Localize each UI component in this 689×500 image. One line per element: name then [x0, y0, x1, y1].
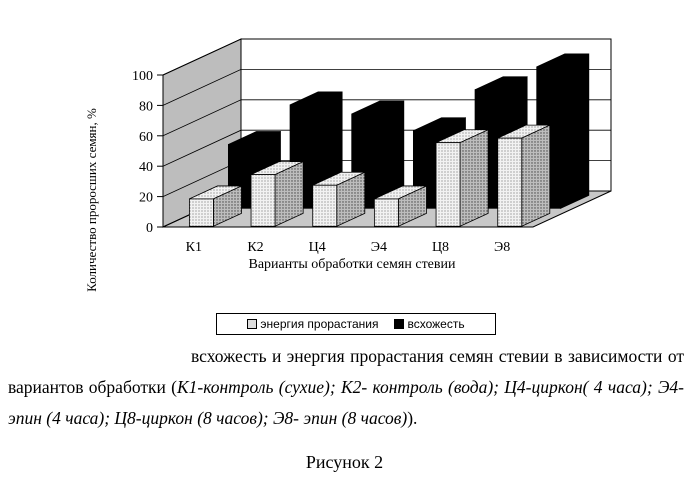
- bar-germination-Э8-side: [561, 54, 589, 208]
- y-tick-label: 100: [132, 69, 153, 84]
- y-tick-label: 40: [139, 160, 153, 175]
- bar-chart-3d: 0 20 40 60 80 100 К1 К2 Ц4 Э4 Ц8 Э8 Варианты обработ…: [0, 0, 689, 345]
- figure-caption: всхожесть и энергия прорастания семян ст…: [8, 341, 684, 434]
- y-tick-label: 60: [139, 130, 153, 145]
- bar-energy-К2: [251, 175, 275, 227]
- x-tick-label: Ц4: [309, 240, 326, 255]
- legend-label-germination: всхожесть: [407, 317, 464, 331]
- bar-energy-Э8: [498, 138, 522, 226]
- x-tick-label: К2: [247, 240, 263, 255]
- x-tick-label: Ц8: [432, 240, 449, 255]
- bar-energy-Э8-side: [522, 125, 550, 226]
- figure-label: Рисунок 2: [0, 452, 689, 473]
- bar-energy-Ц4: [313, 185, 337, 226]
- legend-label-energy: энергия прорастания: [260, 317, 378, 331]
- caption-close: ).: [407, 408, 417, 428]
- bar-energy-Ц8-side: [460, 130, 488, 227]
- legend-swatch-germination: [394, 319, 404, 329]
- x-tick-label: К1: [186, 240, 202, 255]
- legend-swatch-energy: [247, 319, 257, 329]
- bar-energy-Э4: [374, 199, 398, 226]
- y-axis-label: Количество проросших семян, %: [84, 108, 99, 292]
- bar-energy-Ц8: [436, 143, 460, 227]
- x-axis-label: Варианты обработки семян стевии: [249, 257, 457, 272]
- y-tick-label: 80: [139, 99, 153, 114]
- chart-legend: энергия прорастания всхожесть: [216, 313, 496, 335]
- x-tick-label: Э8: [494, 240, 510, 255]
- bar-energy-К1: [189, 199, 213, 226]
- x-tick-label: Э4: [371, 240, 387, 255]
- y-tick-label: 0: [146, 221, 153, 236]
- legend-item-energy: энергия прорастания: [247, 317, 378, 331]
- y-tick-label: 20: [139, 191, 153, 206]
- legend-item-germination: всхожесть: [394, 317, 464, 331]
